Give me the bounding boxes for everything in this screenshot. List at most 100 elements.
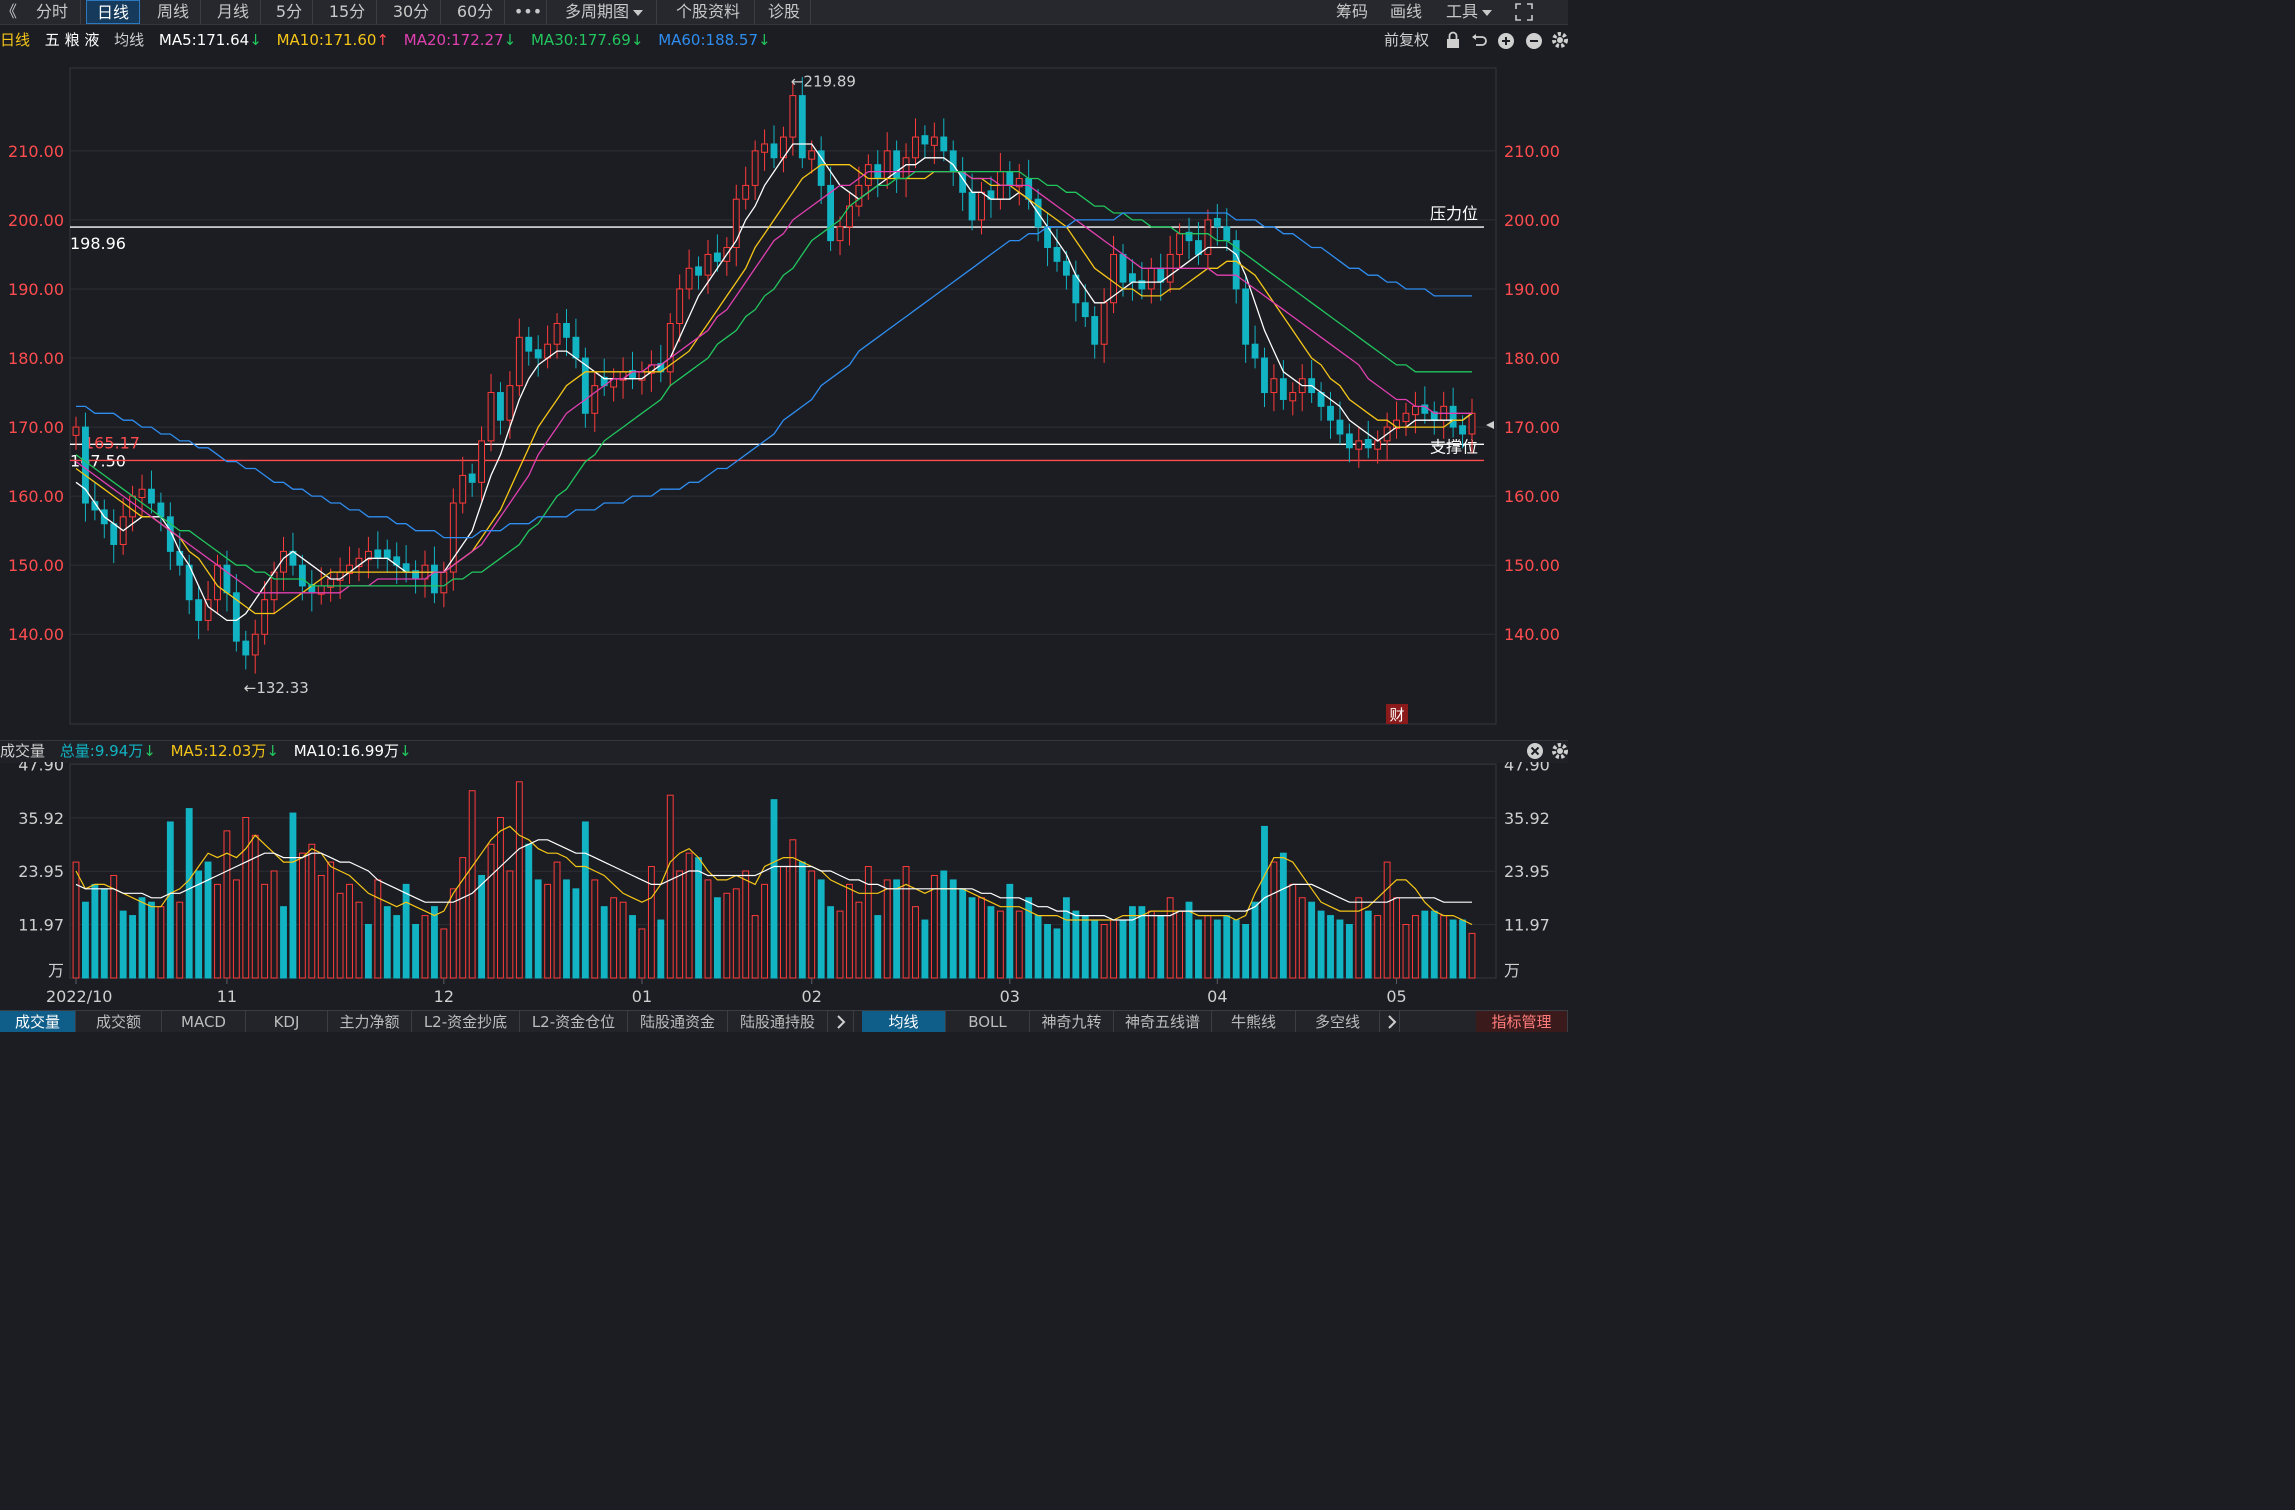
volume-bar (629, 915, 636, 979)
close-icon[interactable] (1526, 742, 1544, 760)
candle-body (827, 184, 835, 242)
adjust-mode[interactable]: 前复权 (1384, 31, 1430, 49)
tab-15min[interactable]: 15分 (318, 0, 377, 24)
candle-body (1223, 226, 1231, 242)
collapse-left-button[interactable]: 《 (0, 2, 17, 21)
volume-chart[interactable]: 11.97 11.97 23.95 23.95 35.92 35.92 47.90 47.90… (0, 762, 1568, 1008)
volume-bar (968, 897, 976, 979)
price-tick-label: 200.00 (8, 211, 64, 230)
price-chart[interactable]: 140.00 150.00 160.00 170.00 180.00 190.00 200.… (0, 52, 1568, 740)
volume-bar (723, 892, 731, 979)
tab-60min[interactable]: 60分 (446, 0, 505, 24)
tab-daily[interactable]: 日线 (86, 0, 140, 24)
settings-gear-icon[interactable] (1550, 30, 1568, 50)
tab-main-net[interactable]: 主力净额 (328, 1011, 412, 1032)
indicator-boll[interactable]: BOLL (946, 1011, 1030, 1032)
down-arrow-icon: ↓ (399, 742, 412, 760)
volume-bar (431, 906, 438, 979)
volume-bar (440, 928, 448, 979)
finance-badge[interactable]: 财 (1386, 704, 1408, 724)
volume-bar (855, 901, 863, 979)
volume-bar (336, 892, 344, 979)
tab-weekly[interactable]: 周线 (146, 0, 201, 24)
zoom-in-icon[interactable] (1496, 31, 1516, 51)
indicator-td9[interactable]: 神奇九转 (1030, 1011, 1114, 1032)
volume-bar (1383, 861, 1391, 979)
volume-bar (742, 870, 750, 979)
volume-bar (1261, 825, 1268, 979)
indicator-manage-button[interactable]: 指标管理 (1476, 1011, 1568, 1032)
zoom-out-icon[interactable] (1524, 31, 1544, 51)
candle-body (1411, 405, 1419, 416)
tab-monthly[interactable]: 月线 (206, 0, 261, 24)
volume-bar (685, 852, 693, 979)
volume-bar (317, 874, 325, 979)
tab-5min[interactable]: 5分 (266, 0, 313, 24)
high-low-markers: ←219.89 ←132.33 (244, 73, 856, 698)
fullscreen-icon[interactable] (1514, 2, 1534, 22)
volume-bar (1355, 897, 1363, 979)
indicator-five-lines[interactable]: 神奇五线谱 (1114, 1011, 1212, 1032)
date-label: 02 (802, 987, 822, 1006)
candle-body (242, 640, 250, 656)
stock-info-button[interactable]: 个股资料 (662, 0, 755, 24)
stock-name[interactable]: 五 粮 液 (44, 31, 100, 49)
lock-icon[interactable] (1444, 31, 1462, 49)
indicator-long-short[interactable]: 多空线 (1296, 1011, 1380, 1032)
settings-gear-icon[interactable] (1550, 741, 1568, 761)
candle-body (261, 599, 269, 635)
candle-body (893, 150, 901, 179)
volume-total: 总量:9.94万↓ (59, 742, 156, 760)
scroll-right-button[interactable] (1384, 1011, 1400, 1032)
candle-body (82, 426, 89, 504)
tab-macd[interactable]: MACD (162, 1011, 246, 1032)
tab-northbound-flow[interactable]: 陆股通资金 (628, 1011, 728, 1032)
tab-l2-position[interactable]: L2-资金仓位 (520, 1011, 628, 1032)
volume-bar (808, 870, 816, 979)
tab-l2-bottom-fishing[interactable]: L2-资金抄底 (412, 1011, 520, 1032)
candle-body (1459, 425, 1466, 435)
candle-body (1336, 419, 1344, 435)
ma-label[interactable]: 均线 (114, 31, 145, 49)
volume-bar (487, 843, 495, 979)
candle-body (591, 385, 599, 414)
multi-period-dropdown[interactable]: 多周期图 (552, 0, 657, 24)
volume-tick-label: 47.90 (1504, 762, 1550, 774)
tab-30min[interactable]: 30分 (382, 0, 441, 24)
date-label: 01 (632, 987, 652, 1006)
volume-bars (72, 781, 1476, 979)
tab-northbound-holding[interactable]: 陆股通持股 (728, 1011, 828, 1032)
volume-bar (921, 919, 929, 979)
more-periods-button[interactable]: ••• (510, 0, 547, 24)
volume-bar (1242, 924, 1250, 979)
volume-ma-line-ma5 (75, 825, 1473, 926)
volume-bar (695, 857, 702, 979)
low-price-label: ←132.33 (244, 679, 309, 697)
chevron-right-icon (836, 1015, 845, 1029)
volume-tick-label: 47.90 (18, 762, 64, 774)
volume-bar (157, 906, 165, 979)
tab-turnover[interactable]: 成交额 (76, 1011, 162, 1032)
price-plot-frame (69, 67, 1497, 725)
volume-unit-label: 万 (48, 961, 64, 980)
draw-line-button[interactable]: 画线 (1390, 2, 1423, 21)
indicator-ma[interactable]: 均线 (862, 1011, 946, 1032)
indicator-bull-bear[interactable]: 牛熊线 (1212, 1011, 1296, 1032)
diagnose-button[interactable]: 诊股 (758, 0, 811, 24)
candle-body (1232, 240, 1240, 290)
tab-intraday[interactable]: 分时 (24, 0, 81, 24)
undo-icon[interactable] (1470, 31, 1488, 49)
candle-body (515, 336, 523, 387)
candle-body (921, 135, 929, 145)
chips-button[interactable]: 筹码 (1336, 2, 1369, 21)
tab-kdj[interactable]: KDJ (246, 1011, 328, 1032)
stock-chart-app: 《 分时 日线 周线 月线 5分 15分 30分 60分 ••• 多周期图 个股… (0, 0, 1568, 1032)
scroll-right-button[interactable] (828, 1011, 854, 1032)
tools-dropdown[interactable]: 工具 (1446, 0, 1493, 24)
candle-body (581, 357, 589, 414)
volume-bar (1072, 910, 1080, 979)
tab-volume[interactable]: 成交量 (0, 1011, 76, 1032)
candle-body (1015, 177, 1023, 188)
candle-body (817, 150, 825, 186)
volume-bar (355, 901, 363, 979)
